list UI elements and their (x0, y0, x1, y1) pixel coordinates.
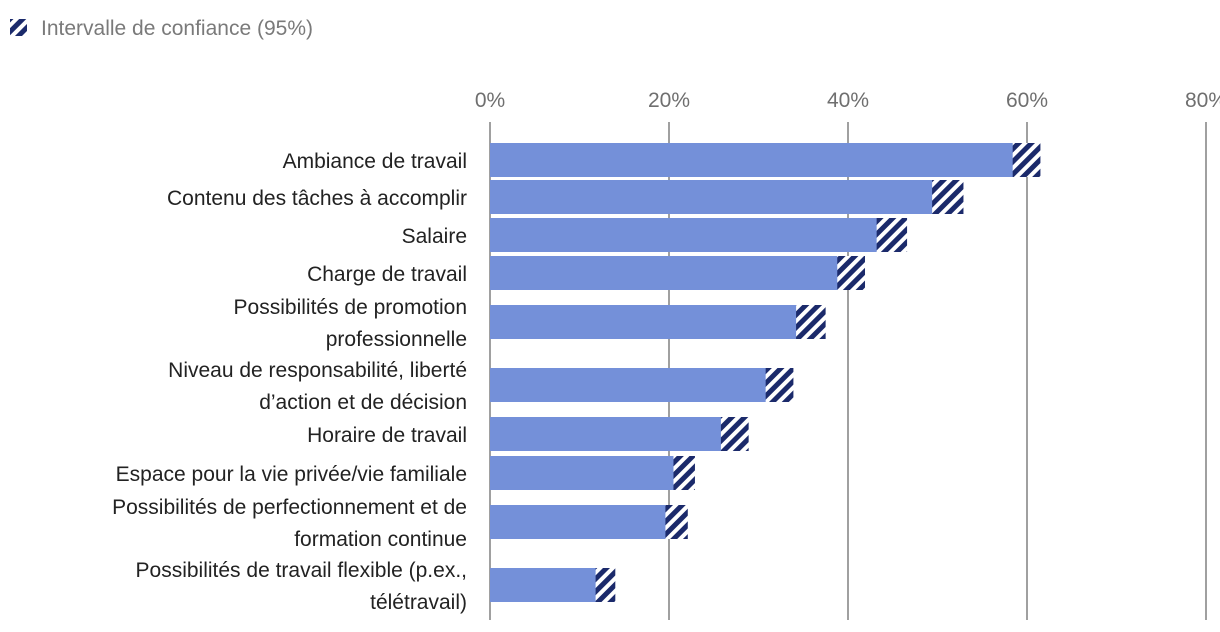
x-tick-label: 40% (827, 89, 869, 112)
bars (490, 143, 1041, 602)
bar (490, 568, 607, 602)
legend-swatch-ci (10, 19, 27, 36)
confidence-interval (765, 368, 794, 402)
bar (490, 180, 954, 214)
legend: Intervalle de confiance (95%) (10, 17, 313, 40)
confidence-interval (837, 256, 866, 290)
confidence-interval (932, 180, 964, 214)
bar (490, 505, 681, 539)
x-tick-label: 80% (1185, 89, 1220, 112)
bar (490, 218, 899, 252)
x-tick-label: 60% (1006, 89, 1048, 112)
category-label: Possibilités de perfectionnement et de (112, 496, 467, 519)
confidence-interval (876, 218, 908, 252)
category-label: Ambiance de travail (283, 150, 467, 173)
category-label: Possibilités de travail flexible (p.ex., (136, 559, 467, 582)
x-axis-tick-labels: 0% 20% 40% 60% 80% (475, 89, 1220, 112)
category-label: télétravail) (370, 591, 467, 614)
category-label: Charge de travail (307, 263, 467, 286)
category-label: Salaire (402, 225, 467, 248)
bar (490, 456, 688, 490)
bar (490, 305, 818, 339)
category-label: Contenu des tâches à accomplir (167, 187, 467, 210)
category-label: Horaire de travail (307, 424, 467, 447)
x-tick-label: 20% (648, 89, 690, 112)
confidence-interval (1012, 143, 1041, 177)
category-label: formation continue (294, 528, 467, 551)
confidence-interval (720, 417, 749, 451)
category-labels: Ambiance de travail Contenu des tâches à … (112, 150, 467, 614)
category-label: Possibilités de promotion (234, 296, 467, 319)
bar (490, 143, 1031, 177)
confidence-interval (673, 456, 695, 490)
x-tick-label: 0% (475, 89, 505, 112)
confidence-interval (665, 505, 688, 539)
category-label: Espace pour la vie privée/vie familiale (116, 463, 467, 486)
category-label: professionnelle (326, 328, 467, 351)
category-label: d’action et de décision (259, 391, 467, 414)
legend-label-ci: Intervalle de confiance (95%) (41, 17, 313, 40)
bar (490, 368, 786, 402)
category-label: Niveau de responsabilité, liberté (168, 359, 467, 382)
bar (490, 256, 857, 290)
confidence-interval (796, 305, 826, 339)
confidence-interval (595, 568, 616, 602)
bar (490, 417, 738, 451)
